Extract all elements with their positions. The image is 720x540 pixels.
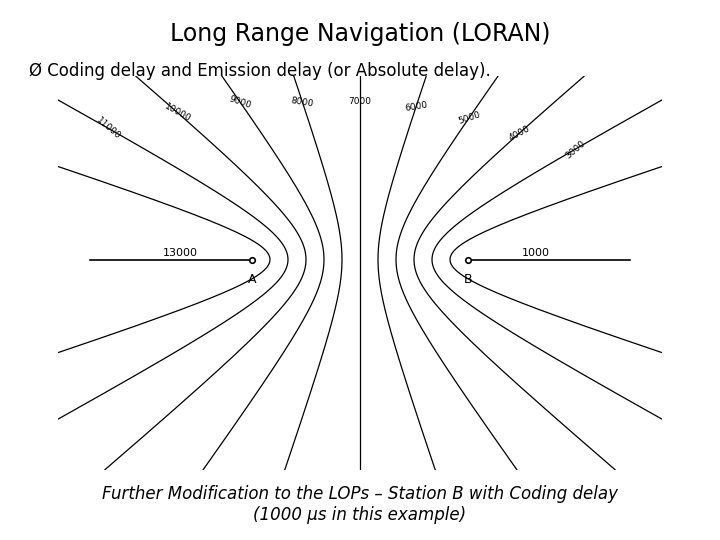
Text: Ø Coding delay and Emission delay (or Absolute delay).: Ø Coding delay and Emission delay (or Ab…: [29, 62, 490, 80]
Text: 8000: 8000: [290, 96, 315, 108]
Text: 13000: 13000: [163, 248, 198, 258]
Text: 7000: 7000: [348, 97, 372, 106]
Text: 1000: 1000: [522, 248, 550, 258]
Text: 6000: 6000: [404, 101, 428, 113]
Text: 4000: 4000: [507, 124, 531, 143]
Text: 9000: 9000: [228, 94, 252, 110]
Text: Further Modification to the LOPs – Station B with Coding delay
(1000 μs in this : Further Modification to the LOPs – Stati…: [102, 485, 618, 524]
Text: 11000: 11000: [94, 116, 122, 141]
Text: A: A: [248, 273, 256, 286]
Text: 5000: 5000: [457, 110, 482, 126]
Text: B: B: [464, 273, 472, 286]
Text: 3000: 3000: [564, 138, 587, 160]
Text: 10000: 10000: [163, 102, 192, 123]
Text: Long Range Navigation (LORAN): Long Range Navigation (LORAN): [170, 22, 550, 45]
